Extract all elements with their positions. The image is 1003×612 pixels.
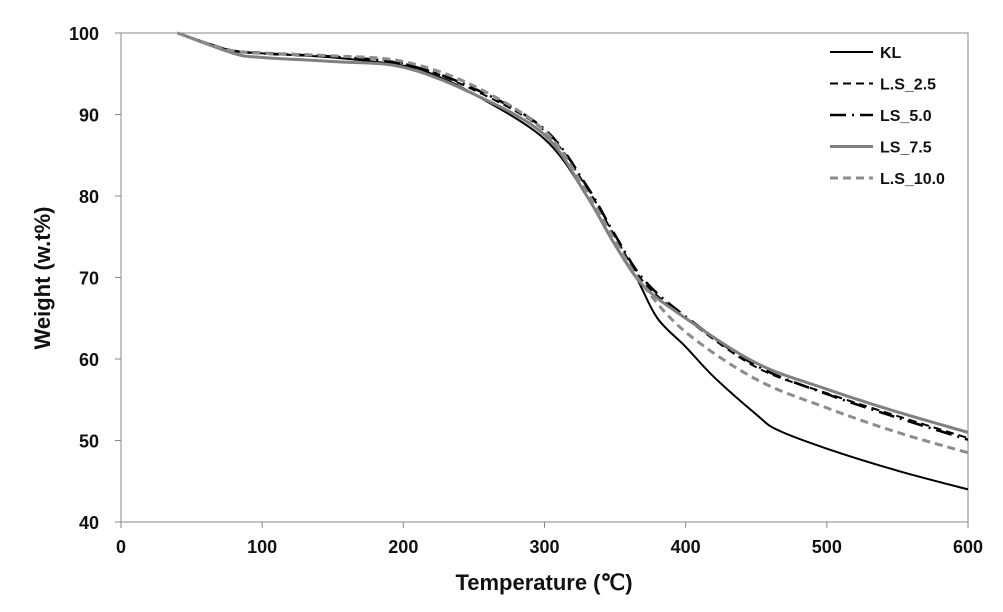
x-tick-label: 100	[247, 537, 277, 557]
x-axis-label: Temperature (℃)	[455, 570, 632, 595]
x-tick-label: 200	[388, 537, 418, 557]
legend: KL L.S_2.5 LS_5.0 LS_7.5 L.S_10.0	[830, 45, 945, 188]
x-tick-label: 600	[953, 537, 983, 557]
x-tick-label: 0	[116, 537, 126, 557]
legend-label: LS_5.0	[880, 108, 932, 125]
legend-label: L.S_2.5	[880, 77, 936, 94]
series-group	[176, 31, 969, 491]
y-tick-label: 60	[79, 350, 99, 370]
series-line-ls-5-0	[177, 31, 969, 441]
x-tick-label: 400	[671, 537, 701, 557]
y-axis-label: Weight (w.t%)	[30, 207, 55, 350]
y-tick-label: 40	[79, 513, 99, 533]
x-tick-label: 300	[529, 537, 559, 557]
plot-frame	[120, 32, 969, 523]
x-tick-label: 500	[812, 537, 842, 557]
y-tick-label: 70	[79, 269, 99, 289]
series-line-l-s-2-5	[177, 32, 969, 440]
legend-label: KL	[880, 45, 902, 62]
series-line-ls-7-5	[176, 31, 969, 434]
y-tick-label: 80	[79, 187, 99, 207]
y-tick-label: 100	[69, 24, 99, 44]
axes: 0 100 200 300 400 500 600 40 50 60 70 80 90 100	[69, 24, 983, 557]
series-line-kl	[177, 32, 969, 491]
series-line-l-s-10-0	[176, 31, 969, 455]
legend-label: L.S_10.0	[880, 171, 945, 188]
y-tick-label: 50	[79, 432, 99, 452]
y-tick-label: 90	[79, 106, 99, 126]
legend-label: LS_7.5	[880, 140, 932, 157]
